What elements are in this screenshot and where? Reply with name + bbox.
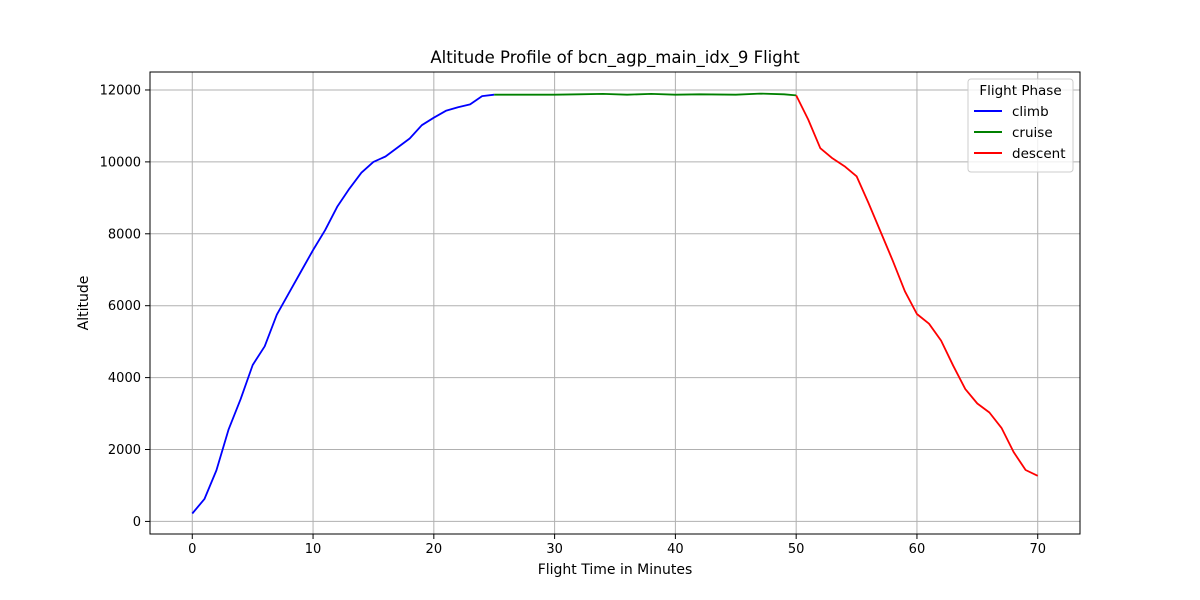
legend-label-descent: descent (1012, 146, 1066, 162)
x-tick-label: 40 (667, 542, 684, 557)
y-tick-label: 12000 (100, 83, 141, 98)
x-tick-label: 10 (305, 542, 322, 557)
y-axis-label: Altitude (76, 276, 92, 331)
y-tick-label: 10000 (100, 155, 141, 170)
legend-label-cruise: cruise (1012, 125, 1053, 141)
legend-items: climb cruise descent (974, 104, 1066, 162)
series-lines (191, 92, 1039, 515)
series-line-climb (191, 93, 495, 515)
chart-title: Altitude Profile of bcn_agp_main_idx_9 F… (430, 48, 800, 68)
x-tick-label: 30 (546, 542, 563, 557)
x-axis-label: Flight Time in Minutes (538, 562, 693, 578)
x-tick-label: 0 (188, 542, 196, 557)
legend: Flight Phase climb cruise descent (967, 78, 1074, 173)
y-tick-label: 8000 (108, 227, 141, 242)
y-tick-label: 6000 (108, 299, 141, 314)
x-tick-label: 70 (1029, 542, 1046, 557)
legend-label-climb: climb (1012, 104, 1049, 120)
legend-title: Flight Phase (979, 83, 1061, 99)
plot-frame (149, 71, 1081, 535)
y-tick-label: 4000 (108, 371, 141, 386)
y-tick-label: 0 (133, 515, 141, 530)
y-axis-ticks: 0 2000 4000 6000 8000 10000 12000 (100, 83, 150, 530)
x-axis-ticks: 0 10 20 30 40 50 60 70 (188, 534, 1046, 557)
x-tick-label: 20 (426, 542, 443, 557)
x-tick-label: 60 (909, 542, 926, 557)
series-line-cruise (494, 92, 797, 97)
y-tick-label: 2000 (108, 443, 141, 458)
series-line-descent (795, 94, 1039, 477)
x-tick-label: 50 (788, 542, 805, 557)
grid (150, 72, 1080, 534)
legend-box (967, 78, 1074, 173)
